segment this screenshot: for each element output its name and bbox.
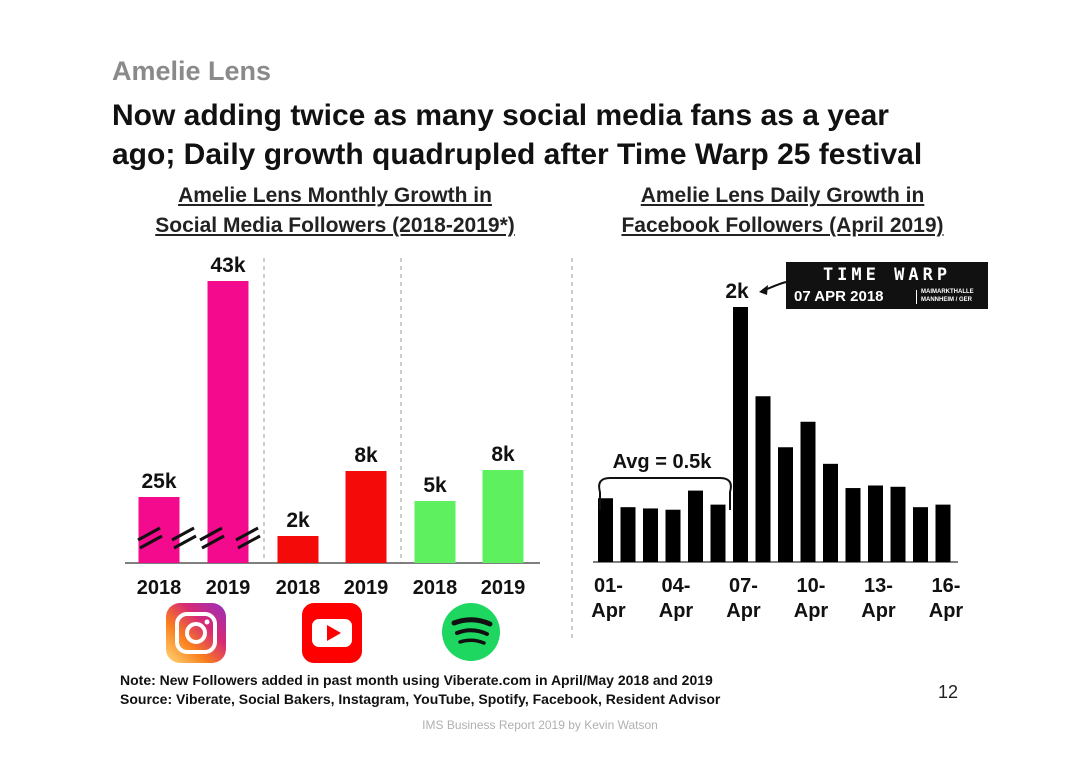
axis-break-mark [237,534,261,550]
timewarp-date: 07 APR 2018 [794,288,884,305]
x-tick-label-month: Apr [591,600,626,622]
spotify-wave-2 [455,628,489,636]
day-bar-2 [620,507,636,562]
right-chart-title: Amelie Lens Daily Growth in Facebook Fol… [585,181,980,241]
spotify-wave-1 [451,617,493,627]
day-bar-6 [710,504,726,562]
x-tick-label-day: 10- [797,575,826,597]
bar-spotify-2018 [414,501,456,563]
day-bar-5 [688,490,703,562]
x-tick-label-month: Apr [861,600,896,622]
day-bar-16 [935,504,951,562]
peak-label: 2k [725,280,749,303]
bar-youtube-2018 [277,536,319,563]
left-chart-title-line-2: Social Media Followers (2018-2019*) [155,214,515,237]
day-bar-12 [845,488,861,562]
day-bar-3 [643,508,658,562]
youtube-icon [302,603,362,663]
right-chart-title-line-1: Amelie Lens Daily Growth in [640,184,925,207]
data-label: 25k [141,470,176,493]
x-tick-label: 2019 [481,577,526,599]
axis-break-mark [137,526,161,542]
venue-line-2: MANNHEIM / GER [921,297,972,303]
x-tick-label-month: Apr [726,600,761,622]
average-bracket [598,477,732,510]
x-tick-label: 2018 [413,577,458,599]
bar-youtube-2019 [345,471,387,563]
source-line: Source: Viberate, Social Bakers, Instagr… [120,691,721,707]
data-label: 2k [286,509,310,532]
x-tick-label-month: Apr [794,600,829,622]
day-bar-8 [755,396,771,562]
headline-line-1: Now adding twice as many social media fa… [112,99,889,132]
day-bar-7 [733,307,748,562]
x-tick-label-day: 01- [594,575,623,597]
axis-break-mark [201,534,225,550]
data-label: 8k [354,444,378,467]
day-bar-11 [823,463,838,562]
day-bar-14 [890,486,906,562]
arrow-head [759,285,768,295]
platform-icons [166,603,500,663]
spotify-wave-3 [458,638,486,645]
venue-line-1: MAIMARKTHALLE [921,289,974,295]
timewarp-venue: MAIMARKTHALLE MANNHEIM / GER [921,288,974,304]
axis-break-mark [199,526,223,542]
x-tick-label-day: 07- [729,575,758,597]
average-label: Avg = 0.5k [613,451,713,473]
headline-line-2: ago; Daily growth quadrupled after Time … [112,138,923,171]
day-bar-9 [778,447,793,562]
left-chart-title-line-1: Amelie Lens Monthly Growth in [178,184,492,207]
axis-break-mark [139,534,163,550]
youtube-play [327,625,341,641]
timewarp-banner: TIME WARP 07 APR 2018 MAIMARKTHALLE MANN… [786,262,988,309]
x-tick-label-day: 04- [662,575,691,597]
x-tick-label-day: 13- [864,575,893,597]
instagram-frame [175,612,217,654]
monthly-growth-chart: 25k 2018 43k 2019 2k 2018 8k 2019 5k 2018 8k 2019 [125,254,573,640]
x-tick-label: 2018 [137,577,182,599]
day-bar-10 [800,421,816,562]
banner-separator [916,290,917,304]
timewarp-logo: TIME WARP [822,265,952,285]
x-tick-label: 2018 [276,577,321,599]
data-label: 8k [491,443,515,466]
x-tick-label-month: Apr [929,600,964,622]
x-tick-label-month: Apr [659,600,694,622]
axis-break-mark [171,526,195,542]
right-chart-title-line-2: Facebook Followers (April 2019) [621,214,944,237]
brand-title: Amelie Lens [112,56,272,86]
day-bar-15 [913,507,928,562]
x-tick-label: 2019 [344,577,389,599]
instagram-icon [166,603,226,663]
day-bar-1 [598,498,613,562]
page-headline: Now adding twice as many social media fa… [112,96,1012,174]
page-number: 12 [938,682,959,702]
axis-break-mark [235,526,259,542]
bar-instagram-2019 [207,281,249,563]
axis-break-mark [173,534,197,550]
instagram-lens [185,622,207,644]
bar-spotify-2019 [482,470,524,563]
data-label: 43k [210,254,245,277]
day-bar-13 [868,485,883,562]
note-line: Note: New Followers added in past month … [120,672,713,688]
x-tick-label-day: 16- [932,575,961,597]
x-tick-label: 2019 [206,577,251,599]
daily-growth-chart: 01- Apr 04- Apr 07- Apr 10- Apr 13- Apr 16- Apr 2k Av… [591,280,963,622]
report-footer: IMS Business Report 2019 by Kevin Watson [422,718,658,732]
day-bar-4 [665,509,681,562]
data-label: 5k [423,474,447,497]
footnote: Note: New Followers added in past month … [120,671,720,709]
spotify-icon [442,603,500,661]
instagram-dot [204,619,210,625]
left-chart-title: Amelie Lens Monthly Growth in Social Med… [100,181,570,241]
